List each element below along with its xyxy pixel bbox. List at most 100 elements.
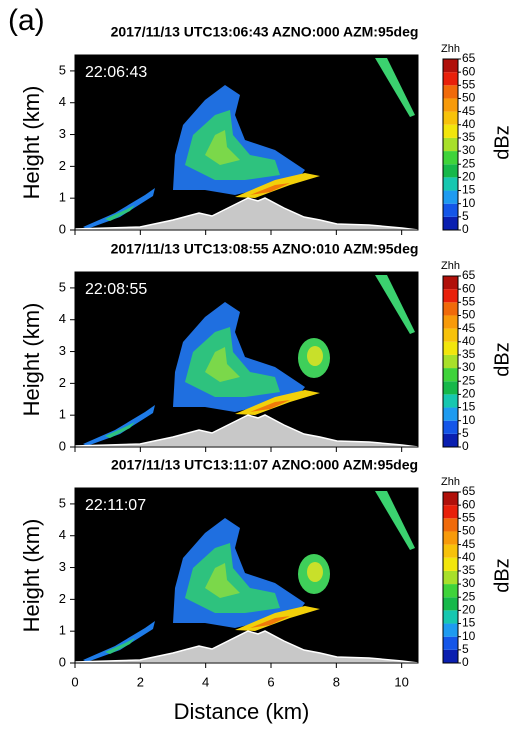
colorbar-tick-label: 0 (462, 655, 469, 669)
plot-frame (74, 54, 419, 231)
y-tick-label: 3 (59, 343, 66, 358)
colorbar-band (443, 177, 458, 191)
colorbar-tick-label: 50 (462, 524, 476, 538)
x-tick-label: 10 (394, 674, 408, 689)
colorbar-tick-label: 60 (462, 497, 476, 511)
panel-title: 2017/11/13 UTC13:06:43 AZNO:000 AZM:95de… (111, 24, 419, 40)
colorbar-band (443, 570, 458, 585)
colorbar-band (443, 544, 458, 558)
colorbar-band (443, 433, 458, 447)
x-tick-label: 2 (137, 674, 144, 689)
colorbar-band (443, 610, 458, 624)
colorbar-band (443, 649, 458, 663)
colorbar-tick-label: 5 (462, 209, 469, 223)
radar-echo-cell (298, 554, 330, 594)
y-tick-label: 0 (59, 221, 66, 236)
colorbar-band (443, 328, 458, 342)
colorbar-band (443, 72, 458, 86)
y-tick-label: 5 (59, 62, 66, 77)
colorbar-tick-label: 55 (462, 77, 476, 91)
colorbar-frame (442, 58, 459, 231)
colorbar-band (443, 354, 458, 369)
plot-frame (74, 487, 419, 664)
y-axis-label: Height (km) (19, 519, 44, 633)
time-annotation: 22:11:07 (85, 497, 146, 514)
colorbar-band (443, 216, 458, 230)
colorbar-band (443, 381, 458, 395)
radar-echo-cell (298, 338, 330, 378)
colorbar-band (443, 368, 458, 382)
x-tick-label: 6 (267, 674, 274, 689)
colorbar-tick-label: 35 (462, 347, 476, 361)
colorbar-band (443, 151, 458, 165)
colorbar-tick-label: 40 (462, 334, 476, 348)
y-tick-label: 5 (59, 495, 66, 510)
colorbar-tick-label: 10 (462, 196, 476, 210)
y-tick-label: 4 (59, 94, 66, 109)
colorbar-band (443, 315, 458, 329)
colorbar-band (443, 407, 458, 421)
plot-frame (74, 271, 419, 448)
colorbar-band (443, 492, 458, 506)
colorbar-tick-label: 45 (462, 537, 476, 551)
y-tick-label: 3 (59, 126, 66, 141)
y-tick-label: 1 (59, 190, 66, 205)
colorbar-band (443, 636, 458, 650)
colorbar-tick-label: 15 (462, 183, 476, 197)
colorbar-tick-label: 20 (462, 387, 476, 401)
colorbar-tick-label: 65 (462, 484, 476, 498)
time-annotation: 22:06:43 (85, 64, 147, 81)
colorbar-tick-label: 30 (462, 143, 476, 157)
y-tick-label: 1 (59, 623, 66, 638)
colorbar-title: Zhh (441, 43, 460, 55)
colorbar-tick-label: 20 (462, 603, 476, 617)
colorbar-tick-label: 10 (462, 413, 476, 427)
colorbar-tick-label: 65 (462, 268, 476, 282)
y-tick-label: 0 (59, 654, 66, 669)
colorbar-tick-label: 25 (462, 589, 476, 603)
x-tick-label: 4 (202, 674, 209, 689)
colorbar-frame (442, 491, 459, 664)
y-tick-label: 2 (59, 158, 66, 173)
colorbar-band (443, 420, 458, 434)
y-tick-label: 0 (59, 438, 66, 453)
colorbar-tick-label: 25 (462, 373, 476, 387)
colorbar-tick-label: 25 (462, 156, 476, 170)
colorbar-tick-label: 60 (462, 281, 476, 295)
colorbar-tick-label: 0 (462, 439, 469, 453)
colorbar-label: dBz (491, 342, 513, 376)
colorbar-band (443, 85, 458, 99)
colorbar-label: dBz (491, 125, 513, 159)
y-tick-label: 3 (59, 559, 66, 574)
colorbar-band (443, 190, 458, 204)
y-tick-label: 5 (59, 279, 66, 294)
colorbar-tick-label: 40 (462, 117, 476, 131)
colorbar-tick-label: 45 (462, 104, 476, 118)
x-tick-label: 0 (71, 674, 78, 689)
colorbar-tick-label: 55 (462, 294, 476, 308)
colorbar-tick-label: 20 (462, 170, 476, 184)
colorbar-band (443, 505, 458, 519)
colorbar-band (443, 124, 458, 138)
colorbar-band (443, 584, 458, 598)
colorbar-tick-label: 30 (462, 360, 476, 374)
colorbar-label: dBz (491, 558, 513, 592)
colorbar-tick-label: 60 (462, 64, 476, 78)
y-tick-label: 1 (59, 407, 66, 422)
colorbar-frame (442, 275, 459, 448)
colorbar-band (443, 518, 458, 532)
colorbar-tick-label: 15 (462, 400, 476, 414)
colorbar-band (443, 289, 458, 303)
colorbar-tick-label: 5 (462, 642, 469, 656)
colorbar-tick-label: 45 (462, 321, 476, 335)
panel-title: 2017/11/13 UTC13:08:55 AZNO:010 AZM:95de… (111, 241, 419, 257)
colorbar-tick-label: 10 (462, 629, 476, 643)
y-tick-label: 4 (59, 311, 66, 326)
colorbar-band (443, 623, 458, 637)
colorbar-band (443, 203, 458, 217)
colorbar-title: Zhh (441, 260, 460, 272)
time-annotation: 22:08:55 (85, 281, 147, 298)
colorbar-band (443, 394, 458, 408)
colorbar-band (443, 59, 458, 73)
